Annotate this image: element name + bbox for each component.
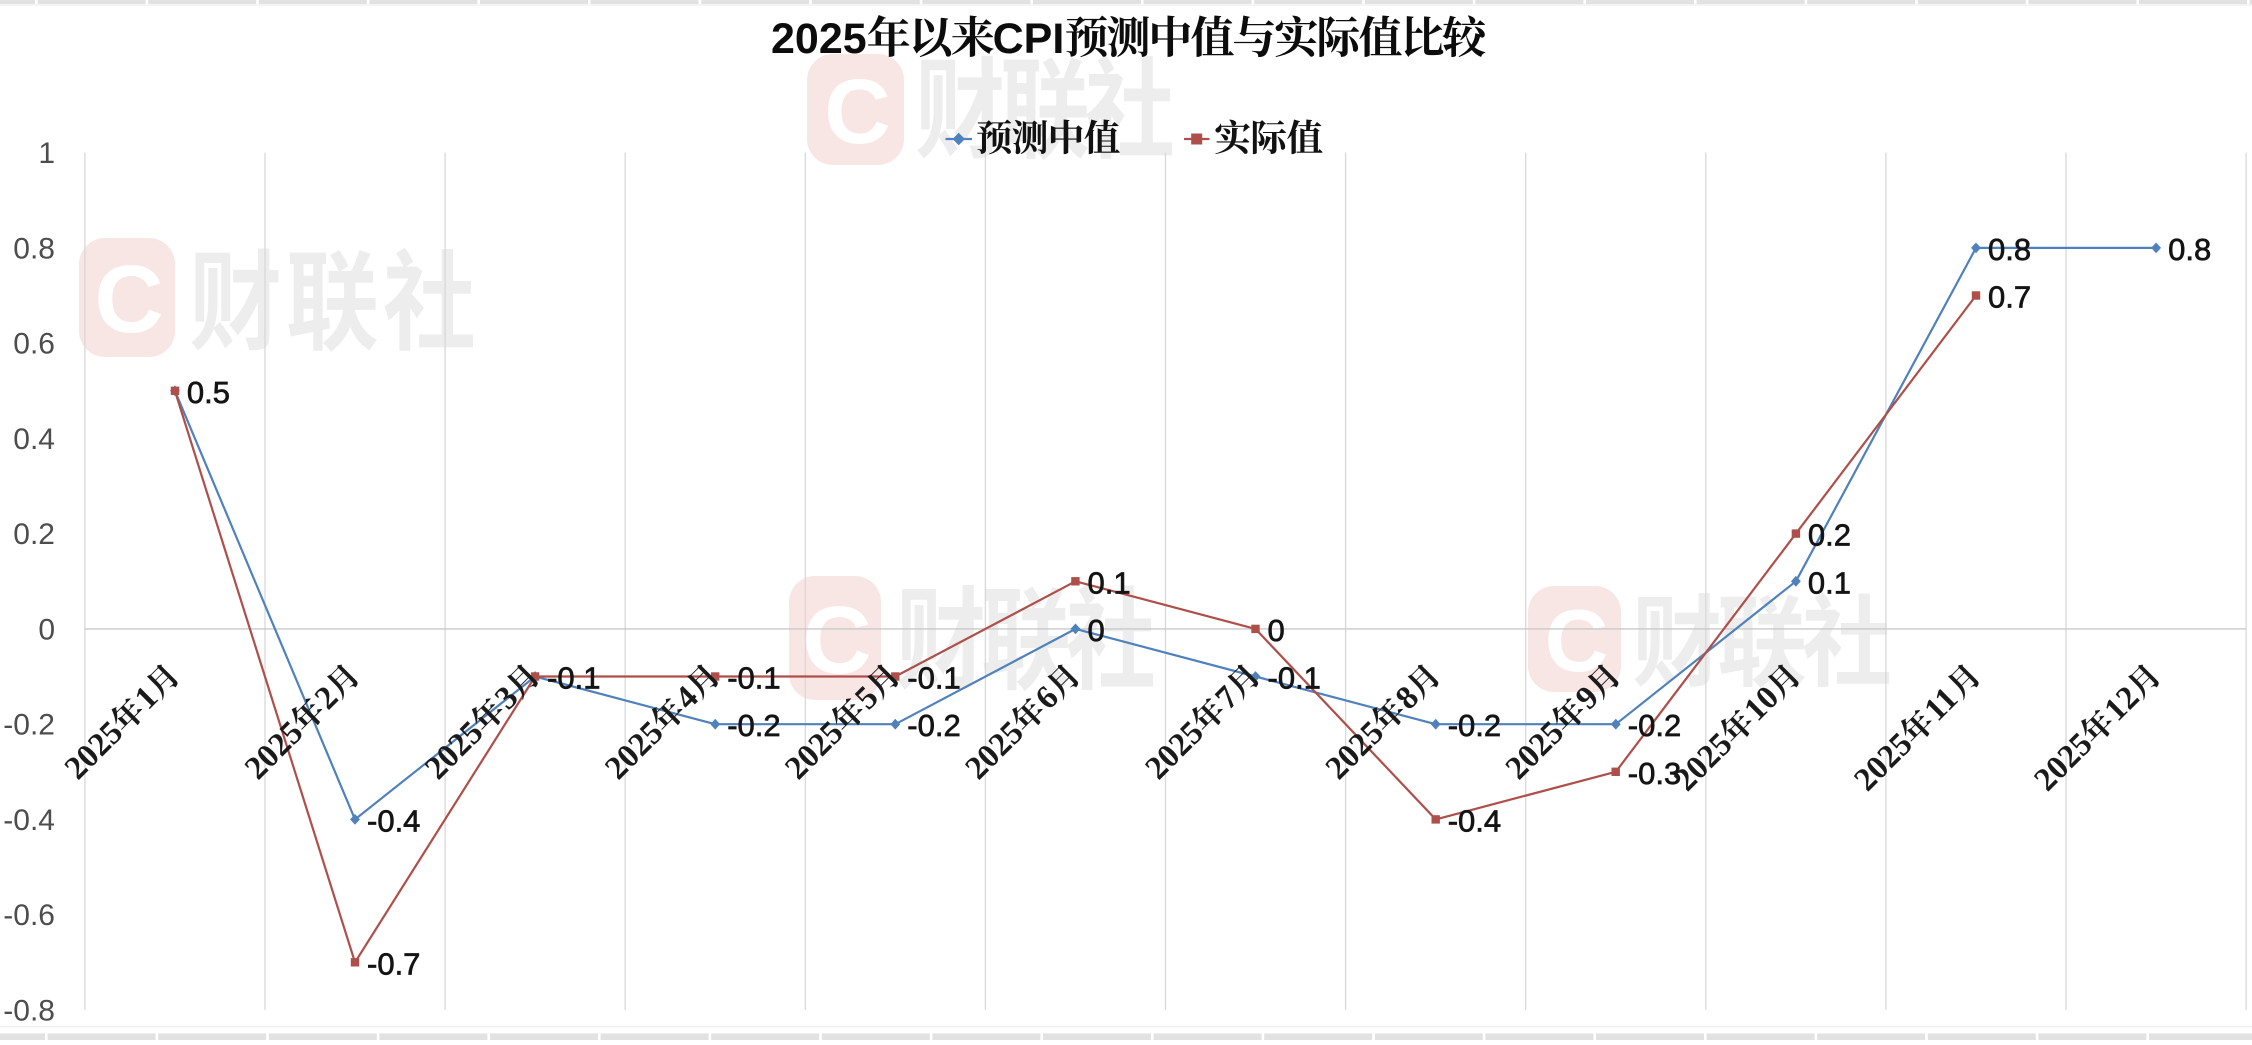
- svg-text:-0.1: -0.1: [1268, 661, 1321, 696]
- svg-text:-0.1: -0.1: [907, 661, 960, 696]
- svg-text:-0.6: -0.6: [3, 899, 55, 932]
- svg-text:-0.4: -0.4: [3, 804, 55, 837]
- svg-text:0: 0: [1088, 613, 1105, 648]
- svg-text:0.1: 0.1: [1808, 565, 1851, 600]
- svg-text:-0.4: -0.4: [367, 803, 420, 838]
- svg-text:0.8: 0.8: [13, 232, 55, 265]
- svg-text:0.1: 0.1: [1088, 565, 1131, 600]
- svg-text:C: C: [94, 246, 163, 353]
- svg-text:0.2: 0.2: [1808, 518, 1851, 553]
- svg-text:-0.1: -0.1: [727, 661, 780, 696]
- svg-text:C: C: [1545, 591, 1609, 690]
- svg-text:-0.3: -0.3: [1628, 756, 1681, 791]
- svg-text:1: 1: [38, 137, 55, 170]
- svg-text:0.6: 0.6: [13, 328, 55, 361]
- svg-text:2025: 2025: [771, 15, 867, 63]
- svg-text:-0.4: -0.4: [1448, 803, 1501, 838]
- svg-text:0.5: 0.5: [187, 375, 230, 410]
- svg-text:0.7: 0.7: [1988, 280, 2031, 315]
- svg-text:CPI: CPI: [993, 15, 1065, 63]
- svg-text:-0.7: -0.7: [367, 946, 420, 981]
- svg-text:-0.2: -0.2: [727, 708, 780, 743]
- svg-text:-0.1: -0.1: [547, 661, 600, 696]
- svg-text:-0.2: -0.2: [3, 709, 55, 742]
- svg-text:C: C: [824, 61, 890, 163]
- svg-text:C: C: [802, 587, 871, 694]
- svg-text:0.4: 0.4: [13, 423, 55, 456]
- svg-text:-0.2: -0.2: [1628, 708, 1681, 743]
- svg-text:0: 0: [1268, 613, 1285, 648]
- svg-text:-0.8: -0.8: [3, 994, 55, 1027]
- svg-text:0.2: 0.2: [13, 518, 55, 551]
- svg-text:-0.2: -0.2: [1448, 708, 1501, 743]
- svg-text:0.8: 0.8: [1988, 232, 2031, 267]
- svg-text:-0.2: -0.2: [907, 708, 960, 743]
- svg-text:0: 0: [38, 613, 55, 646]
- svg-text:0.8: 0.8: [2168, 232, 2211, 267]
